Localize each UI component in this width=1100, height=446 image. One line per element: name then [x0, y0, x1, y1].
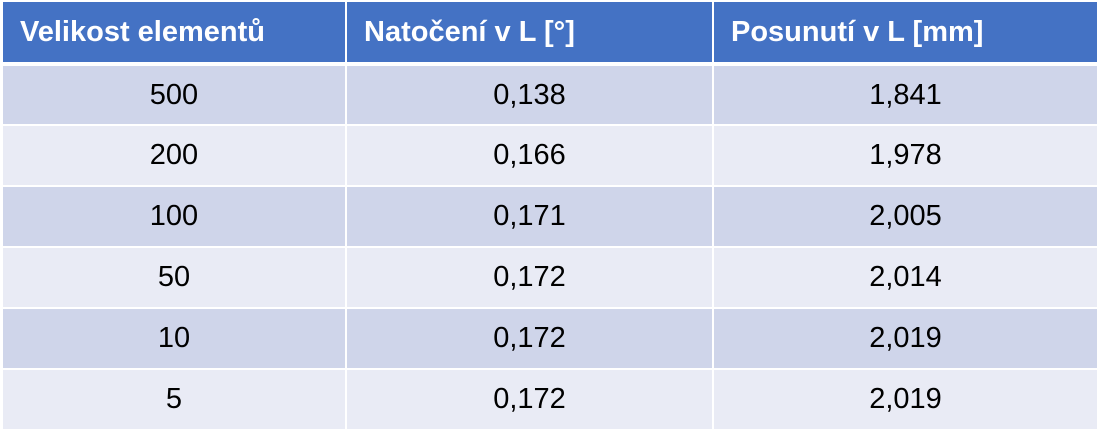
cell-rotation: 0,172	[346, 369, 714, 431]
results-table-container: Velikost elementů Natočení v L [°] Posun…	[3, 2, 1097, 431]
header-displacement: Posunutí v L [mm]	[713, 2, 1097, 66]
table-row: 50 0,172 2,014	[3, 247, 1097, 309]
cell-displacement: 2,019	[713, 369, 1097, 431]
cell-rotation: 0,138	[346, 64, 714, 126]
cell-element-size: 5	[3, 369, 347, 431]
table-row: 200 0,166 1,978	[3, 125, 1097, 187]
cell-displacement: 2,019	[713, 308, 1097, 370]
cell-rotation: 0,166	[346, 125, 714, 187]
cell-displacement: 1,978	[713, 125, 1097, 187]
table-row: 100 0,171 2,005	[3, 186, 1097, 248]
table-row: 500 0,138 1,841	[3, 64, 1097, 126]
cell-rotation: 0,172	[346, 247, 714, 309]
header-element-size: Velikost elementů	[3, 2, 347, 66]
table-row: 5 0,172 2,019	[3, 369, 1097, 431]
cell-displacement: 1,841	[713, 64, 1097, 126]
table-row: 10 0,172 2,019	[3, 308, 1097, 370]
cell-rotation: 0,171	[346, 186, 714, 248]
cell-element-size: 200	[3, 125, 347, 187]
cell-element-size: 10	[3, 308, 347, 370]
header-rotation: Natočení v L [°]	[346, 2, 714, 66]
cell-element-size: 100	[3, 186, 347, 248]
cell-displacement: 2,005	[713, 186, 1097, 248]
cell-element-size: 50	[3, 247, 347, 309]
cell-displacement: 2,014	[713, 247, 1097, 309]
table-header-row: Velikost elementů Natočení v L [°] Posun…	[3, 2, 1097, 66]
cell-element-size: 500	[3, 64, 347, 126]
results-table: Velikost elementů Natočení v L [°] Posun…	[3, 2, 1097, 431]
cell-rotation: 0,172	[346, 308, 714, 370]
